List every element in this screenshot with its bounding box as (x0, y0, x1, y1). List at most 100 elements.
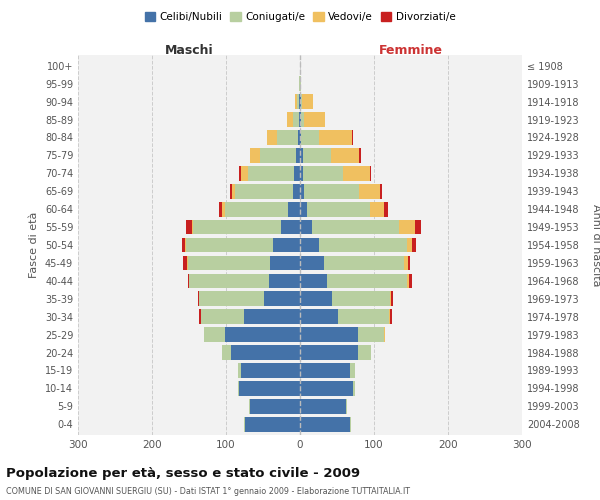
Bar (338, 310, 389, 324)
Bar (359, 148, 361, 162)
Bar (299, 94, 300, 109)
Bar (412, 238, 416, 252)
Bar (230, 184, 232, 198)
Bar (346, 399, 347, 413)
Bar (224, 202, 288, 216)
Y-axis label: Anni di nascita: Anni di nascita (591, 204, 600, 286)
Bar (295, 94, 297, 109)
Bar (241, 363, 300, 378)
Bar (300, 345, 358, 360)
Bar (293, 112, 299, 127)
Bar (186, 220, 192, 234)
Bar (186, 238, 274, 252)
Bar (389, 292, 391, 306)
Bar (304, 112, 325, 127)
Bar (325, 256, 404, 270)
Bar (250, 148, 260, 162)
Bar (304, 184, 359, 198)
Bar (199, 292, 265, 306)
Bar (301, 112, 304, 127)
Bar (300, 184, 304, 198)
Bar (300, 166, 303, 180)
Bar (238, 381, 239, 396)
Bar (232, 184, 235, 198)
Bar (300, 274, 326, 288)
Bar (302, 94, 313, 109)
Bar (189, 274, 269, 288)
Bar (187, 256, 188, 270)
Bar (408, 256, 410, 270)
Bar (198, 292, 199, 306)
Bar (300, 94, 301, 109)
Bar (319, 130, 352, 145)
Bar (244, 310, 300, 324)
Bar (287, 112, 293, 127)
Bar (380, 184, 382, 198)
Bar (201, 310, 244, 324)
Bar (298, 130, 300, 145)
Bar (271, 256, 300, 270)
Bar (300, 417, 350, 432)
Bar (385, 202, 388, 216)
Bar (319, 238, 407, 252)
Bar (277, 130, 298, 145)
Bar (204, 328, 224, 342)
Bar (293, 184, 300, 198)
Bar (300, 399, 346, 413)
Bar (260, 148, 296, 162)
Bar (269, 274, 300, 288)
Bar (307, 202, 370, 216)
Bar (353, 381, 355, 396)
Bar (218, 202, 222, 216)
Bar (389, 310, 392, 324)
Bar (300, 148, 303, 162)
Legend: Celibi/Nubili, Coniugati/e, Vedovi/e, Divorziati/e: Celibi/Nubili, Coniugati/e, Vedovi/e, Di… (140, 8, 460, 26)
Bar (239, 381, 300, 396)
Bar (300, 76, 301, 91)
Bar (296, 148, 300, 162)
Text: Femmine: Femmine (379, 44, 443, 57)
Bar (404, 256, 408, 270)
Bar (359, 184, 380, 198)
Bar (370, 202, 385, 216)
Bar (288, 202, 300, 216)
Bar (343, 166, 370, 180)
Bar (238, 363, 241, 378)
Bar (350, 417, 351, 432)
Text: Maschi: Maschi (164, 44, 214, 57)
Bar (300, 220, 312, 234)
Bar (301, 130, 319, 145)
Bar (300, 202, 307, 216)
Bar (244, 417, 245, 432)
Bar (250, 399, 300, 413)
Bar (331, 148, 359, 162)
Bar (188, 256, 271, 270)
Bar (407, 238, 412, 252)
Bar (235, 184, 293, 198)
Bar (350, 363, 355, 378)
Bar (221, 345, 231, 360)
Bar (300, 328, 358, 342)
Bar (312, 220, 399, 234)
Bar (183, 256, 187, 270)
Bar (294, 166, 300, 180)
Bar (399, 220, 415, 234)
Bar (239, 166, 241, 180)
Bar (241, 166, 248, 180)
Bar (370, 166, 371, 180)
Bar (300, 130, 301, 145)
Bar (391, 292, 393, 306)
Bar (358, 328, 385, 342)
Bar (222, 202, 224, 216)
Bar (300, 256, 325, 270)
Bar (182, 238, 185, 252)
Bar (300, 363, 350, 378)
Bar (332, 292, 389, 306)
Bar (303, 166, 343, 180)
Bar (224, 328, 300, 342)
Bar (192, 220, 193, 234)
Bar (274, 238, 300, 252)
Bar (301, 94, 302, 109)
Bar (245, 417, 300, 432)
Bar (326, 274, 407, 288)
